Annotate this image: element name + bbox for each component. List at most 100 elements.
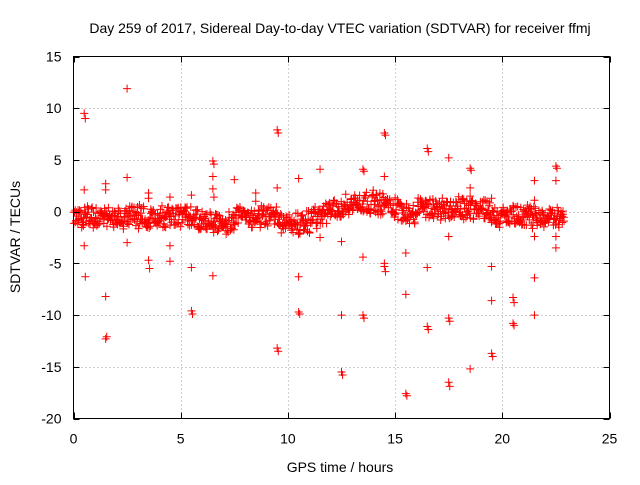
data-point [208, 271, 217, 280]
data-point [424, 325, 433, 334]
x-tick-label: 20 [495, 431, 511, 447]
data-point [551, 243, 560, 252]
data-point [208, 184, 217, 193]
data-point [144, 256, 153, 265]
data-point [360, 314, 369, 323]
data-point [248, 223, 257, 232]
data-point [558, 218, 567, 227]
data-point [263, 204, 272, 213]
data-point [552, 164, 561, 173]
data-point [469, 214, 478, 223]
data-point [402, 391, 411, 400]
data-point [445, 382, 454, 391]
data-point [79, 221, 88, 230]
data-point [146, 222, 155, 231]
data-point [176, 222, 185, 231]
data-point [190, 213, 199, 222]
data-point [229, 220, 238, 229]
data-point [228, 224, 237, 233]
data-point [145, 224, 154, 233]
data-points [69, 84, 569, 400]
data-point [322, 219, 331, 228]
data-point [495, 219, 504, 228]
data-point [423, 263, 432, 272]
data-point [222, 220, 231, 229]
data-point [316, 165, 325, 174]
data-point [530, 176, 539, 185]
data-point [466, 164, 475, 173]
data-point [165, 193, 174, 202]
data-point [424, 147, 433, 156]
data-point [438, 194, 447, 203]
y-tick-label: -15 [41, 359, 61, 375]
data-point [485, 198, 494, 207]
data-point [149, 205, 158, 214]
data-point [157, 201, 166, 210]
data-point [123, 219, 132, 228]
data-point [337, 237, 346, 246]
data-point [530, 311, 539, 320]
data-point [507, 207, 516, 216]
data-point [539, 222, 548, 231]
data-point [251, 197, 260, 206]
data-point [312, 224, 321, 233]
data-point [81, 272, 90, 281]
data-point [502, 208, 511, 217]
data-point [187, 191, 196, 200]
data-point [472, 199, 481, 208]
data-point [80, 109, 89, 118]
data-point [164, 203, 173, 212]
data-point [509, 293, 518, 302]
data-point [530, 196, 539, 205]
data-point [445, 317, 454, 326]
data-point [519, 212, 528, 221]
data-point [80, 241, 89, 250]
data-point [165, 257, 174, 266]
data-point [274, 129, 283, 138]
data-point [401, 249, 410, 258]
data-point [369, 206, 378, 215]
data-point [145, 264, 154, 273]
data-point [87, 204, 96, 213]
data-point [234, 218, 243, 227]
data-point [488, 352, 497, 361]
data-point [439, 209, 448, 218]
data-point [81, 209, 90, 218]
data-point [165, 241, 174, 250]
data-point [89, 208, 98, 217]
data-point [136, 209, 145, 218]
data-point [510, 298, 519, 307]
chart-title: Day 259 of 2017, Sidereal Day-to-day VTE… [89, 20, 590, 36]
data-point [88, 203, 97, 212]
data-point [348, 206, 357, 215]
data-point [208, 172, 217, 181]
data-point [161, 223, 170, 232]
data-point [185, 221, 194, 230]
data-point [226, 226, 235, 235]
data-point [286, 217, 295, 226]
data-point [209, 160, 218, 169]
data-point [123, 173, 132, 182]
data-point [458, 194, 467, 203]
data-point [123, 84, 132, 93]
data-point [277, 211, 286, 220]
y-tick-label: 0 [54, 204, 62, 220]
data-point [89, 223, 98, 232]
data-point [274, 347, 283, 356]
data-point [360, 167, 369, 176]
data-point [551, 176, 560, 185]
data-point [144, 194, 153, 203]
data-point [467, 166, 476, 175]
data-point [272, 203, 281, 212]
data-point [81, 114, 90, 123]
data-point [339, 200, 348, 209]
x-tick-label: 25 [602, 431, 618, 447]
plot-frame [73, 56, 610, 419]
data-point [409, 201, 418, 210]
data-point [177, 218, 186, 227]
y-tick-label: -20 [41, 411, 61, 427]
data-point [530, 232, 539, 241]
data-point [139, 202, 148, 211]
data-point [192, 210, 201, 219]
data-point [391, 210, 400, 219]
